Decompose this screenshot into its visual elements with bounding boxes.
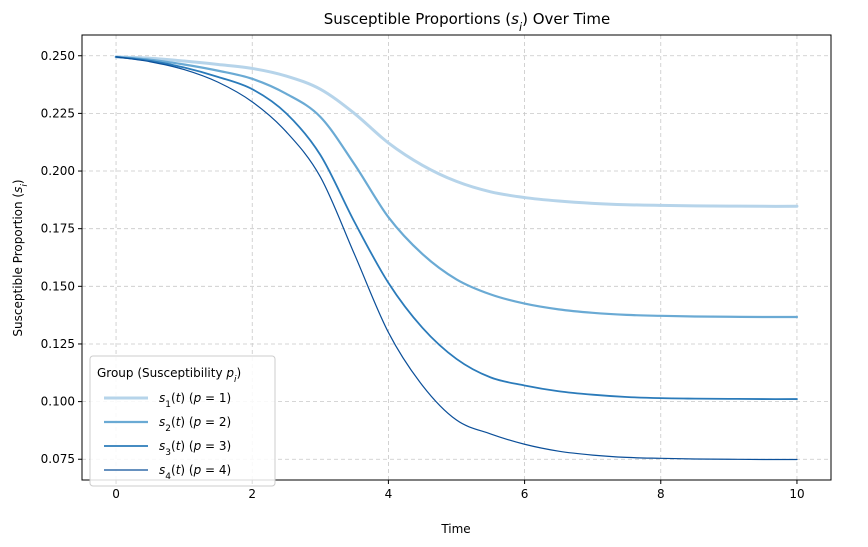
- chart-title: Susceptible Proportions (si) Over Time: [324, 10, 611, 34]
- legend: Group (Susceptibility pi) s1(t) (p = 1)s…: [89, 355, 276, 487]
- legend-box: [89, 355, 276, 487]
- x-tick-label: 8: [657, 487, 665, 501]
- x-tick-label: 6: [521, 487, 529, 501]
- grid-layer: [82, 35, 831, 480]
- y-tick-label: 0.100: [41, 395, 75, 409]
- tick-layer: 0 2 4 6 8 10 0.075 0.100 0.125 0.150 0.175 0.200 0.2…: [41, 49, 805, 501]
- legend-title: Group (Susceptibility pi): [97, 366, 241, 385]
- series-line-s3: [115, 56, 798, 400]
- series-line-s1: [114, 55, 799, 208]
- x-axis-label: Time: [440, 522, 470, 536]
- y-tick-label: 0.075: [41, 452, 75, 466]
- series-line-s2: [114, 55, 799, 319]
- y-tick-label: 0.150: [41, 279, 75, 293]
- legend-label-s3: s3(t) (p = 3): [159, 439, 231, 458]
- x-tick-label: 0: [112, 487, 120, 501]
- legend-items: s1(t) (p = 1) s2(t) (p = 2) s3(t) (p = 3) s…: [104, 391, 231, 482]
- x-tick-label: 4: [385, 487, 393, 501]
- legend-label-s2: s2(t) (p = 2): [159, 415, 231, 434]
- y-tick-label: 0.200: [41, 164, 75, 178]
- legend-label-s4: s4(t) (p = 4): [159, 463, 231, 482]
- series-layer: [114, 55, 799, 461]
- y-tick-label: 0.225: [41, 106, 75, 120]
- plot-frame: [81, 34, 832, 481]
- y-tick-label: 0.175: [41, 222, 75, 236]
- x-tick-label: 2: [248, 487, 256, 501]
- x-tick-label: 10: [789, 487, 804, 501]
- series-line-s4: [115, 56, 798, 461]
- y-tick-label: 0.125: [41, 337, 75, 351]
- y-tick-label: 0.250: [41, 49, 75, 63]
- y-axis-label: Susceptible Proportion (si): [11, 179, 30, 336]
- legend-label-s1: s1(t) (p = 1): [159, 391, 231, 410]
